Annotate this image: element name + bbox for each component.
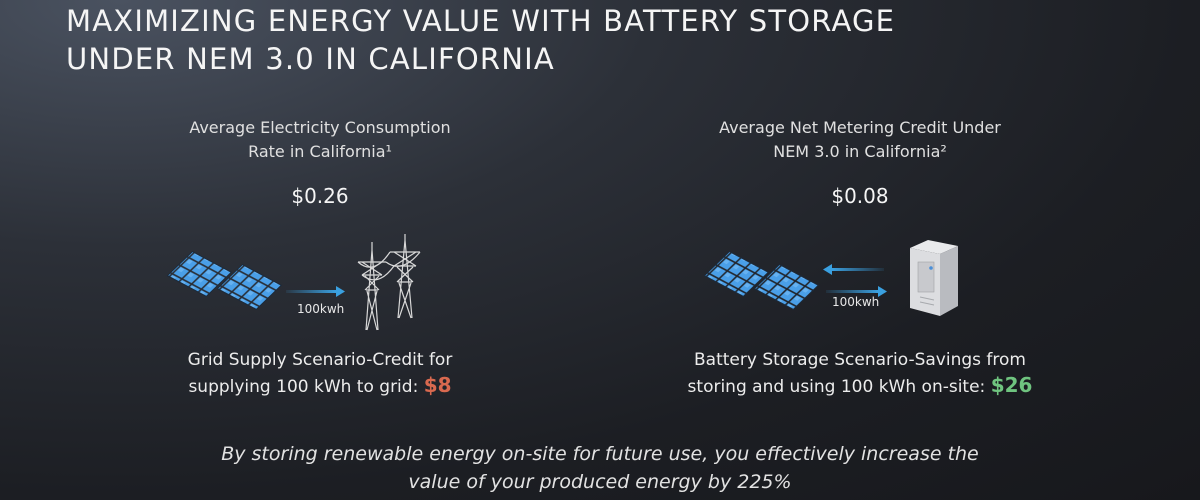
battery-storage-scenario-line2: storing and using 100 kWh on-site:	[687, 377, 986, 397]
consumption-rate-label-line1: Average Electricity Consumption	[189, 118, 451, 137]
title-line-1: MAXIMIZING ENERGY VALUE WITH BATTERY STO…	[66, 4, 896, 38]
net-metering-label-line2: NEM 3.0 in California²	[773, 142, 947, 161]
battery-storage-scenario-line1: Battery Storage Scenario-Savings from	[694, 350, 1026, 370]
solar-panel-icon	[703, 250, 770, 297]
solar-panel-icon	[166, 250, 233, 297]
arrow-right-icon	[826, 286, 887, 297]
value-increase-note-line2: value of your produced energy by 225%	[408, 471, 792, 493]
title-line-2: UNDER NEM 3.0 IN CALIFORNIA	[66, 42, 555, 76]
consumption-rate-section: Average Electricity Consumption Rate in …	[60, 116, 580, 208]
grid-supply-credit-amount: $8	[423, 373, 452, 397]
transmission-tower-icon	[357, 234, 421, 331]
battery-storage-savings-amount: $26	[990, 373, 1033, 397]
consumption-rate-label-line2: Rate in California¹	[248, 142, 392, 161]
consumption-rate-label: Average Electricity Consumption Rate in …	[60, 116, 580, 164]
left-transfer-label: 100kwh	[297, 302, 344, 316]
arrow-right-icon	[286, 286, 345, 297]
right-transfer-label: 100kwh	[832, 295, 879, 309]
net-metering-value: $0.08	[831, 184, 889, 208]
arrow-left-icon	[823, 264, 884, 275]
net-metering-section: Average Net Metering Credit Under NEM 3.…	[600, 116, 1120, 208]
battery-storage-scenario: Battery Storage Scenario-Savings from st…	[600, 348, 1120, 400]
net-metering-label: Average Net Metering Credit Under NEM 3.…	[600, 116, 1120, 164]
consumption-rate-value: $0.26	[291, 184, 349, 208]
grid-supply-scenario-line2: supplying 100 kWh to grid:	[188, 377, 419, 397]
grid-supply-scenario: Grid Supply Scenario-Credit for supplyin…	[60, 348, 580, 400]
solar-panel-icon	[753, 263, 820, 310]
grid-supply-scenario-line1: Grid Supply Scenario-Credit for	[187, 350, 453, 370]
solar-panel-icon	[216, 263, 283, 310]
page-title: MAXIMIZING ENERGY VALUE WITH BATTERY STO…	[66, 2, 895, 78]
value-increase-note-line1: By storing renewable energy on-site for …	[221, 443, 979, 465]
net-metering-label-line1: Average Net Metering Credit Under	[719, 118, 1001, 137]
battery-cabinet-icon	[910, 240, 958, 316]
value-increase-note: By storing renewable energy on-site for …	[0, 440, 1200, 496]
